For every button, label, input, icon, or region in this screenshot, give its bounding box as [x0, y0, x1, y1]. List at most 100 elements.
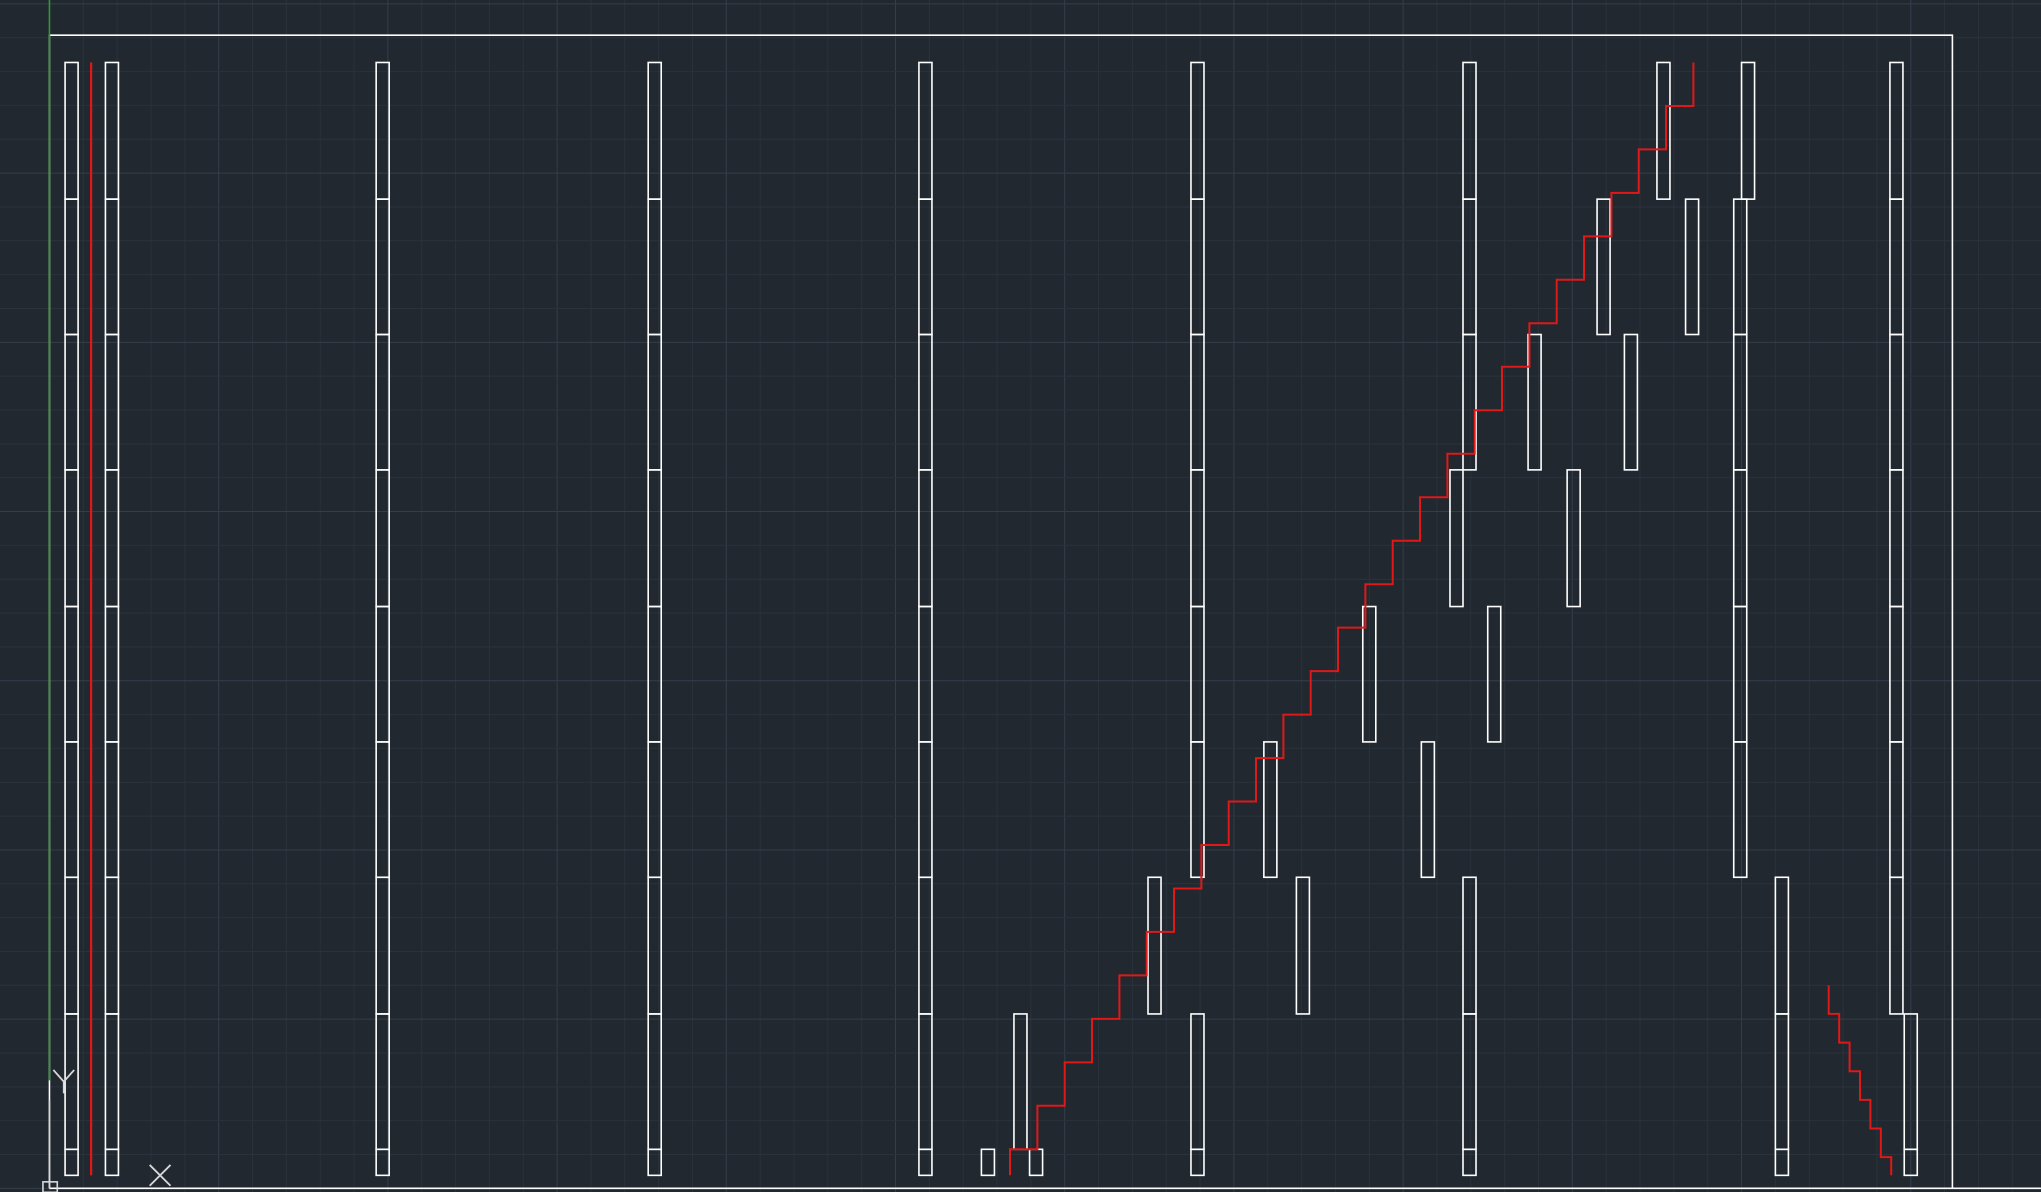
column-segment: [1190, 605, 1205, 743]
geometry-layer: [48, 34, 2041, 1190]
column-segment: [375, 198, 390, 336]
column-segment: [1732, 605, 1748, 743]
column-segment: [104, 333, 120, 471]
column-segment: [64, 741, 79, 879]
column-segment: [64, 876, 79, 1015]
block-rect: [1527, 333, 1542, 471]
column-segment: [64, 198, 79, 336]
block-rect: [1449, 469, 1464, 608]
column-segment: [1889, 333, 1904, 471]
column-segment: [918, 876, 933, 1015]
column-segment: [1889, 605, 1904, 743]
column-segment: [647, 333, 663, 471]
block-rect: [1295, 876, 1311, 1015]
column-segment: [1889, 876, 1904, 1015]
column-segment: [1462, 1013, 1477, 1151]
block-rect: [980, 1148, 996, 1177]
column-segment: [64, 605, 79, 743]
column-segment: [1732, 198, 1748, 336]
column-segment: [1774, 876, 1790, 1015]
column-segment: [647, 469, 663, 608]
column-segment: [1462, 61, 1477, 200]
column-segment: [64, 1013, 79, 1151]
column-segment: [1774, 1013, 1790, 1151]
column-segment: [918, 333, 933, 471]
red-descending-polyline: [1827, 985, 1893, 1176]
column-segment: [64, 61, 79, 200]
column-segment: [375, 1148, 390, 1177]
column-segment: [104, 198, 120, 336]
column-segment: [1889, 469, 1904, 608]
column-segment: [375, 333, 390, 471]
column-segment: [918, 61, 933, 200]
block-rect: [1740, 61, 1756, 200]
column-segment: [1732, 333, 1748, 471]
column-segment: [918, 469, 933, 608]
red-polyline-layer: [90, 62, 1893, 1176]
column-segment: [64, 333, 79, 471]
column-segment: [375, 876, 390, 1015]
column-segment: [1889, 61, 1904, 200]
column-segment: [918, 605, 933, 743]
column-segment: [104, 1013, 120, 1151]
column-segment: [647, 61, 663, 200]
column-segment: [1774, 1148, 1790, 1177]
block-rect: [1147, 876, 1162, 1015]
ucs-origin-box: [42, 1181, 59, 1192]
drawing-border: [48, 34, 1954, 1189]
ucs-icon: [42, 0, 172, 1192]
ucs-x-label: [149, 1164, 172, 1187]
block-rect: [1361, 605, 1377, 743]
column-segment: [104, 1148, 120, 1177]
block-rect: [1013, 1013, 1028, 1151]
block-rect: [1028, 1148, 1044, 1177]
block-rect: [1623, 333, 1639, 471]
column-segment: [1903, 1148, 1919, 1177]
block-rect: [1596, 198, 1611, 336]
column-segment: [1190, 741, 1205, 879]
block-rect: [1486, 605, 1502, 743]
column-segment: [1732, 741, 1748, 879]
column-segment: [1462, 876, 1477, 1015]
column-segment: [1889, 741, 1904, 879]
red-staircase-polyline: [1009, 62, 1695, 1176]
column-segment: [1889, 198, 1904, 336]
column-segment: [375, 61, 390, 200]
column-segment: [375, 1013, 390, 1151]
column-segment: [1190, 61, 1205, 200]
column-segment: [647, 198, 663, 336]
column-segment: [1190, 333, 1205, 471]
column-segment: [104, 741, 120, 879]
column-segment: [64, 469, 79, 608]
column-segment: [64, 1148, 79, 1177]
column-segment: [918, 198, 933, 336]
column-segment: [647, 1148, 663, 1177]
column-segment: [918, 1013, 933, 1151]
column-segment: [104, 605, 120, 743]
column-segment: [104, 876, 120, 1015]
column-segment: [1462, 1148, 1477, 1177]
column-segment: [647, 876, 663, 1015]
column-segment: [647, 1013, 663, 1151]
column-segment: [1190, 1148, 1205, 1177]
ucs-y-label: [52, 1069, 75, 1094]
column-segment: [918, 1148, 933, 1177]
column-segment: [375, 469, 390, 608]
column-segment: [104, 469, 120, 608]
column-segment: [375, 741, 390, 879]
column-segment: [1190, 1013, 1205, 1151]
block-rect: [1656, 61, 1671, 200]
column-segment: [1462, 198, 1477, 336]
column-segment: [647, 605, 663, 743]
column-segment: [647, 741, 663, 879]
block-rect: [1263, 741, 1278, 879]
column-segment: [1462, 333, 1477, 471]
column-segment: [1732, 469, 1748, 608]
block-rect: [1420, 741, 1436, 879]
column-segment: [1190, 198, 1205, 336]
block-rect: [1684, 198, 1700, 336]
column-segment: [104, 61, 120, 200]
